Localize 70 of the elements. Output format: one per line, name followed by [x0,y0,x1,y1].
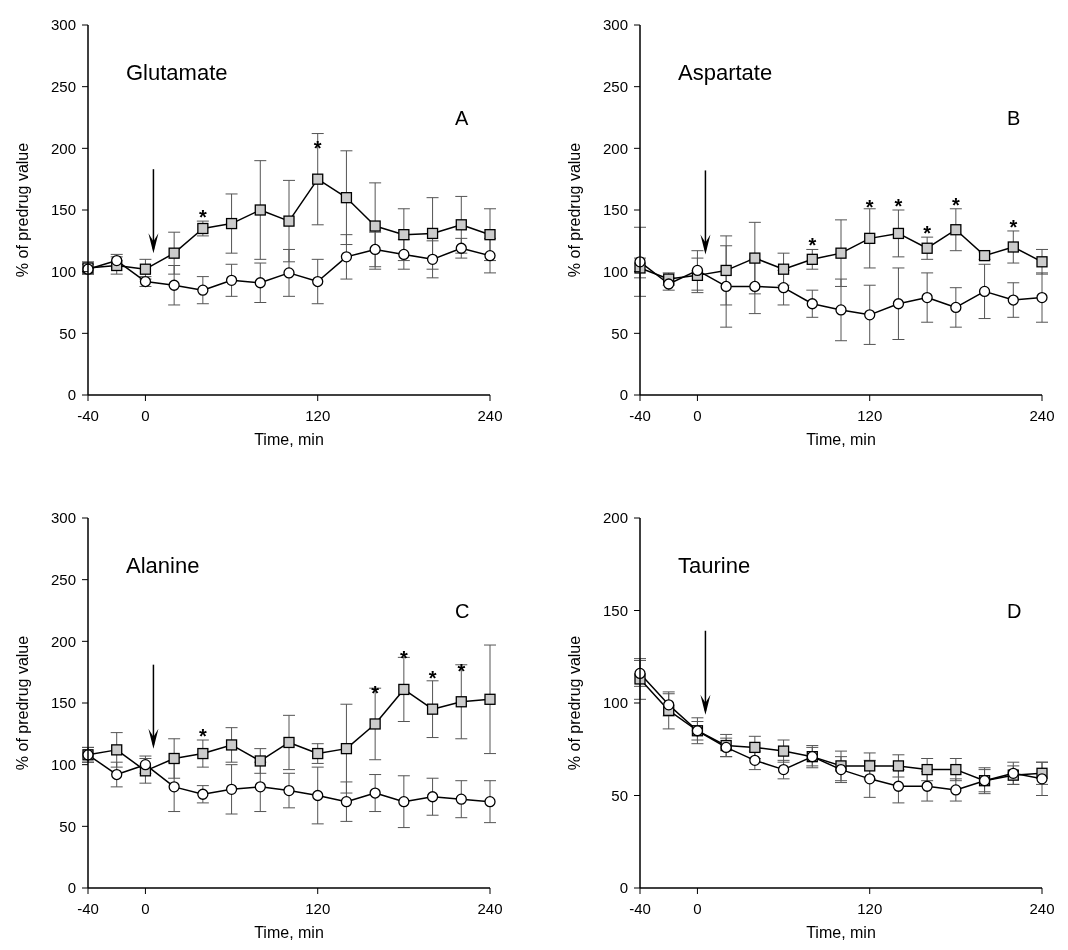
annotation: * [951,193,960,216]
y-axis-title: % of predrug value [566,635,583,771]
annotation: * [198,206,207,229]
y-tick-label: 0 [619,879,628,897]
annotation: * [1009,215,1018,238]
x-axis-title: Time, min [806,431,876,448]
annotation: * [808,234,817,257]
x-tick-label: 120 [857,900,883,917]
y-tick-label: 50 [59,324,76,342]
y-tick-label: 200 [602,509,628,527]
y-tick-label: 100 [50,262,76,280]
y-tick-label: 200 [50,139,76,157]
annotation: * [923,222,932,245]
x-axis-title: Time, min [254,431,324,448]
annotation: C [455,600,470,622]
y-tick-label: 300 [602,16,628,34]
x-tick-label: 0 [141,407,150,424]
y-tick-label: 150 [602,201,628,219]
x-axis-title: Time, min [806,924,876,941]
x-axis-title: Time, min [254,924,324,941]
y-tick-label: 50 [59,817,76,835]
x-tick-label: 120 [305,900,331,917]
annotation: * [313,137,322,160]
annotation: D [1007,600,1022,622]
y-axis-title: % of predrug value [14,635,31,771]
x-tick-label: 0 [141,900,150,917]
y-tick-label: 100 [602,262,628,280]
x-tick-label: -40 [77,900,99,917]
x-tick-label: 240 [477,407,503,424]
y-tick-label: 0 [619,386,628,404]
y-axis-title: % of predrug value [566,142,583,278]
x-tick-label: 240 [1029,407,1055,424]
y-tick-label: 250 [602,77,628,95]
annotation: * [894,195,903,217]
x-tick-label: 120 [857,407,883,424]
y-tick-label: 0 [67,386,76,404]
x-tick-label: -40 [629,407,651,424]
y-tick-label: 50 [611,786,628,804]
y-tick-label: 200 [602,139,628,157]
annotation: A [455,107,469,129]
annotation: * [457,659,466,682]
x-tick-label: 240 [477,900,503,917]
x-tick-label: -40 [629,900,651,917]
y-tick-label: 150 [602,601,628,619]
text: Taurine [678,553,751,578]
y-tick-label: 150 [50,694,76,712]
y-tick-label: 100 [50,755,76,773]
x-tick-label: -40 [77,407,99,424]
y-tick-label: 250 [50,570,76,588]
annotation: * [428,667,437,690]
x-tick-label: 240 [1029,900,1055,917]
y-tick-label: 50 [611,324,628,342]
annotation: * [865,196,874,219]
y-tick-label: 150 [50,201,76,219]
text: Alanine [126,553,200,578]
x-tick-label: 0 [693,407,702,424]
y-tick-label: 100 [602,694,628,712]
y-tick-label: 300 [50,16,76,34]
y-tick-label: 200 [50,632,76,650]
annotation: * [198,725,207,747]
y-tick-label: 300 [50,509,76,527]
x-tick-label: 0 [693,900,702,917]
y-axis-title: % of predrug value [14,142,31,278]
y-tick-label: 250 [50,77,76,95]
text: Aspartate [678,60,773,85]
x-tick-label: 120 [305,407,331,424]
y-tick-label: 0 [67,879,76,897]
annotation: * [371,681,380,704]
text: Glutamate [126,60,228,85]
annotation: B [1007,107,1021,129]
